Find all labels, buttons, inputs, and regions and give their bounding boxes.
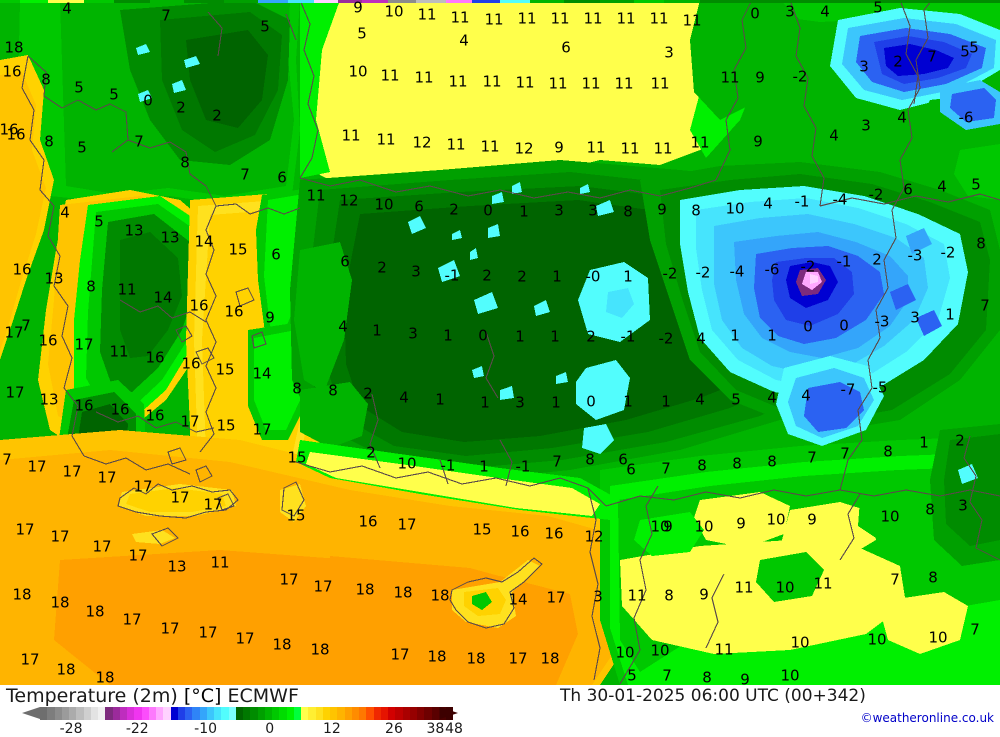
temperature-map[interactable]: 18 16 4 7 5 5 4 6 3 0 3 4 5 5 9 10 11 11 11 11 11 11 11 11 11 16 8… — [0, 0, 1000, 685]
scale-swatch — [351, 707, 359, 720]
title-parameter: Temperature (2m) — [6, 685, 178, 707]
scale-swatch — [76, 707, 84, 720]
scale-tick: -22 — [125, 721, 149, 737]
scale-swatch — [192, 707, 200, 720]
copyright-credit: ©weatheronline.co.uk — [860, 711, 994, 725]
scale-swatch — [61, 707, 69, 720]
scale-swatch — [337, 707, 345, 720]
scale-swatch — [69, 707, 77, 720]
scale-swatch — [279, 707, 287, 720]
scale-swatch — [286, 707, 294, 720]
scale-swatch — [214, 707, 222, 720]
scale-swatch — [228, 707, 236, 720]
scale-tick: 0 — [265, 721, 275, 737]
scale-swatch — [235, 707, 243, 720]
scale-swatch — [47, 707, 55, 720]
scale-tick: 12 — [322, 721, 341, 737]
scale-swatch — [54, 707, 62, 720]
scale-swatch — [83, 707, 91, 720]
forecast-run-timestamp: Th 30-01-2025 06:00 UTC (00+342) — [560, 686, 866, 706]
scale-swatch — [98, 707, 106, 720]
scale-swatch — [301, 707, 309, 720]
scale-swatch — [257, 707, 265, 720]
scale-swatch — [243, 707, 251, 720]
scale-tick: 26 — [385, 721, 403, 737]
scale-swatch — [388, 707, 396, 720]
scale-swatch — [264, 707, 272, 720]
scale-swatch — [366, 707, 374, 720]
scale-swatch — [395, 707, 403, 720]
scale-swatch — [127, 707, 135, 720]
scale-tick: 38 — [426, 721, 445, 737]
title-unit: [°C] — [183, 685, 222, 707]
scale-swatch — [177, 707, 185, 720]
scale-swatch — [293, 707, 301, 720]
scale-swatch — [344, 707, 352, 720]
scale-swatch — [380, 707, 388, 720]
scale-swatch — [250, 707, 258, 720]
scale-swatch — [119, 707, 127, 720]
title-model: ECMWF — [227, 685, 299, 707]
map-title: Temperature (2m) [°C] ECMWF — [6, 685, 299, 707]
scale-swatch — [134, 707, 142, 720]
color-scale[interactable]: -28 -22 -10 0 12 26 38 48 — [18, 707, 463, 737]
scale-swatch — [417, 707, 425, 720]
scale-swatch — [322, 707, 330, 720]
scale-swatch — [402, 707, 410, 720]
scale-swatch — [424, 707, 432, 720]
scale-swatch — [221, 707, 229, 720]
scale-swatch — [308, 707, 316, 720]
scale-swatch — [148, 707, 156, 720]
map-contour-field — [0, 0, 1000, 685]
scale-swatch — [199, 707, 207, 720]
scale-swatch — [206, 707, 214, 720]
scale-swatch — [112, 707, 120, 720]
scale-swatch — [156, 707, 164, 720]
scale-swatch — [431, 707, 439, 720]
scale-swatch — [185, 707, 193, 720]
scale-swatch — [409, 707, 417, 720]
scale-swatch — [40, 707, 48, 720]
scale-high-cap-icon — [440, 707, 458, 719]
scale-swatch — [105, 707, 113, 720]
scale-low-cap-icon — [22, 707, 40, 719]
scale-swatch — [272, 707, 280, 720]
scale-swatch — [359, 707, 367, 720]
scale-swatch — [90, 707, 98, 720]
scale-swatch — [373, 707, 381, 720]
scale-swatch — [315, 707, 323, 720]
scale-swatch — [170, 707, 178, 720]
scale-swatches — [40, 707, 454, 720]
scale-swatch — [141, 707, 149, 720]
scale-tick: -10 — [194, 721, 218, 737]
scale-swatch — [163, 707, 171, 720]
scale-swatch — [330, 707, 338, 720]
scale-tick: -28 — [59, 721, 83, 737]
scale-tick: 48 — [445, 721, 463, 737]
legend-bar: Temperature (2m) [°C] ECMWF Th 30-01-202… — [0, 685, 1000, 737]
